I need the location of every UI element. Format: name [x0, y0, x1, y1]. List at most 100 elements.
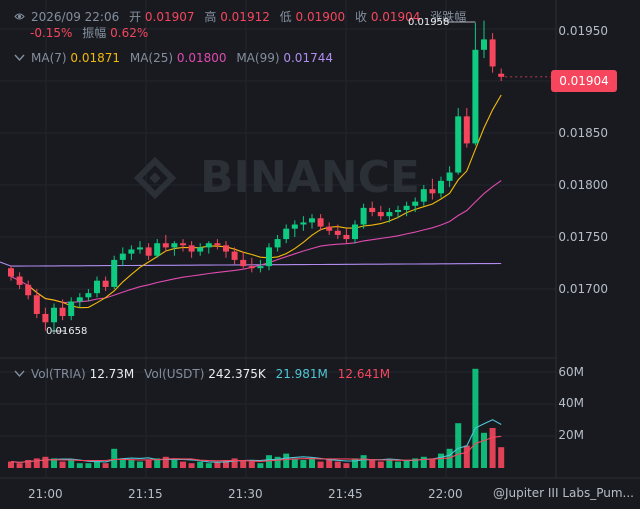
- ma99-value: 0.01744: [283, 51, 333, 65]
- datetime: 2026/09 22:06: [31, 10, 120, 24]
- change-value: -0.15%: [30, 26, 73, 40]
- candle-body: [214, 243, 221, 246]
- candle-body: [94, 280, 100, 294]
- candle-body: [343, 234, 350, 240]
- volume-bar: [498, 447, 505, 468]
- change-info: -0.15% 振幅 0.62%: [30, 24, 148, 41]
- volume-bar: [119, 458, 126, 468]
- candle-body: [248, 266, 255, 269]
- ma-info: MA(7) 0.01871 MA(25) 0.01800 MA(99) 0.01…: [14, 51, 333, 65]
- candle-body: [455, 116, 462, 173]
- volume-ma-path: [10, 435, 502, 463]
- volume-bar: [326, 460, 333, 468]
- volume-bar: [94, 460, 100, 468]
- volume-bar: [231, 458, 238, 468]
- eye-icon[interactable]: [14, 52, 25, 63]
- volume-bar: [266, 455, 272, 468]
- volume-bar: [214, 461, 221, 468]
- candle-body: [257, 266, 264, 269]
- close-value: 0.01904: [370, 10, 421, 24]
- low-value: 0.01900: [295, 10, 346, 24]
- candle-body: [300, 222, 307, 225]
- candle-body: [231, 251, 238, 260]
- time-tick: 22:00: [428, 487, 463, 501]
- volume-bar: [343, 463, 350, 468]
- volume-bar: [128, 460, 135, 468]
- ma25-value: 0.01800: [176, 51, 227, 65]
- candle-body: [352, 224, 358, 240]
- volume-bar: [16, 463, 23, 468]
- candle-body: [481, 39, 487, 50]
- candle-body: [334, 230, 341, 235]
- ma99-label: MA(99): [236, 51, 280, 65]
- ma25-path: [10, 180, 502, 303]
- chevron-down-icon[interactable]: [14, 368, 25, 379]
- time-tick: 21:45: [328, 487, 363, 501]
- candle-body: [438, 180, 444, 194]
- eye-icon[interactable]: [14, 11, 25, 22]
- candle-body: [412, 201, 419, 206]
- volume-bar: [162, 456, 169, 468]
- candle-body: [16, 276, 23, 285]
- change-label: 涨跌幅: [430, 10, 467, 24]
- volume-bar: [137, 461, 143, 468]
- volume-bar: [59, 461, 66, 468]
- price-tick: 0.01800: [558, 178, 608, 192]
- candle-body: [283, 228, 290, 240]
- volume-bar: [205, 463, 212, 468]
- volume-bar: [412, 458, 419, 468]
- time-tick: 21:30: [228, 487, 263, 501]
- candle-body: [223, 245, 229, 252]
- volume-bar: [240, 460, 247, 468]
- candle-body: [42, 313, 49, 323]
- volume-bar: [223, 460, 229, 468]
- ma25-label: MA(25): [129, 51, 174, 65]
- candle-body: [360, 207, 367, 225]
- high-label: 高: [204, 10, 217, 24]
- candle-body: [119, 253, 126, 260]
- candle-body: [197, 247, 204, 252]
- ma7-line: [27, 94, 502, 309]
- price-tick: 0.01750: [558, 230, 608, 244]
- time-tick: 21:00: [28, 487, 63, 501]
- low-label: 低: [279, 10, 292, 24]
- candle-body: [317, 218, 324, 227]
- volume-bar: [257, 463, 264, 468]
- volume-ma-lines: [10, 419, 502, 463]
- volume-bar: [248, 461, 255, 468]
- volume-bar: [334, 461, 341, 468]
- volume-tick: 40M: [558, 396, 584, 410]
- candle-body: [403, 205, 410, 210]
- volume-bar: [180, 461, 186, 468]
- candle-body: [102, 280, 109, 287]
- ma7-label: MA(7): [31, 51, 67, 65]
- usdt-label: Vol(USDT): [144, 367, 205, 381]
- candle-body: [274, 239, 281, 248]
- candle-body: [498, 73, 505, 77]
- candle-body: [51, 307, 57, 323]
- candle-body: [137, 247, 143, 250]
- ohlc-info: 2026/09 22:06 开 0.01907 高 0.01912 低 0.01…: [14, 8, 466, 25]
- vol-value: 12.73M: [89, 367, 135, 381]
- candle-body: [395, 209, 401, 213]
- candle-body: [309, 218, 315, 223]
- candle-body: [85, 293, 92, 298]
- volume-bar: [352, 458, 358, 468]
- volume-bar: [395, 461, 401, 468]
- volume-bar: [171, 460, 178, 468]
- ma7-value: 0.01871: [70, 51, 121, 65]
- high-value: 0.01912: [220, 10, 270, 24]
- volume-bar: [102, 463, 109, 468]
- volume-bar: [145, 460, 152, 468]
- volume-bar: [481, 432, 487, 468]
- vol-ma-a: 21.981M: [275, 367, 328, 381]
- candle-body: [76, 297, 83, 302]
- volume-bar: [197, 461, 204, 468]
- time-tick: 21:15: [128, 487, 163, 501]
- ma99-path: [0, 261, 502, 267]
- candle-body: [68, 301, 75, 317]
- volume-bar: [188, 463, 195, 468]
- volume-bar: [472, 368, 479, 468]
- open-label: 开: [129, 10, 142, 24]
